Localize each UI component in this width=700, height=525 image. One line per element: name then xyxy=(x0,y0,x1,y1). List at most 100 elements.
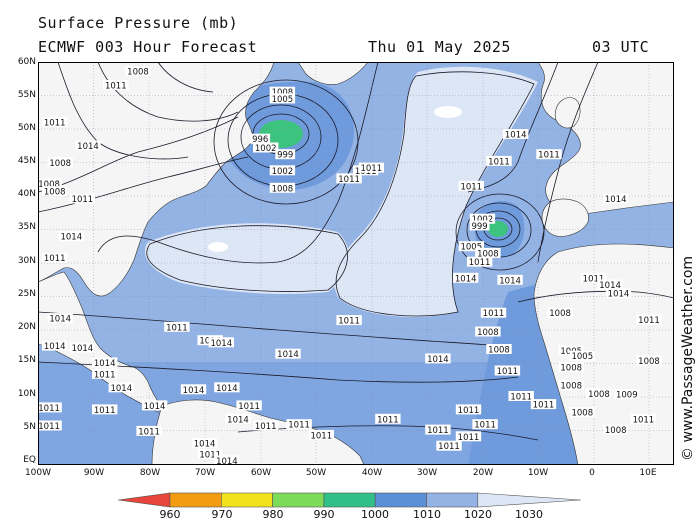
pressure-label: 1008 xyxy=(127,67,149,77)
pressure-label-box xyxy=(336,315,362,326)
land-africa xyxy=(533,243,674,465)
isobar xyxy=(38,116,239,193)
pressure-label-box xyxy=(103,80,129,90)
isobar xyxy=(157,62,214,93)
land-greenland xyxy=(297,62,369,85)
forecast-time: 03 UTC xyxy=(592,38,650,56)
pressure-label: 1014 xyxy=(94,359,116,369)
land-north-america xyxy=(38,62,275,297)
pressure-label-box xyxy=(636,314,662,325)
pressure-label: 1011 xyxy=(483,309,505,319)
pressure-label-box xyxy=(558,380,584,391)
pressure-label-box xyxy=(436,440,462,451)
pressure-label-box xyxy=(250,133,271,144)
lat-label: 5N xyxy=(23,422,36,432)
pressure-label-box xyxy=(569,350,595,361)
pressure-label-box xyxy=(469,213,496,224)
pressure-label-box xyxy=(58,231,84,242)
pressure-label: 1014 xyxy=(183,386,205,396)
pressure-label: 1011 xyxy=(460,182,482,192)
map-canvas: 1008101110111014100810081008101110141011… xyxy=(38,62,674,465)
pressure-label-box xyxy=(42,116,68,127)
pressure-label-box xyxy=(197,448,223,459)
pressure-label: 999 xyxy=(471,222,487,232)
pressure-label-box xyxy=(453,272,479,283)
pressure-label-box xyxy=(92,404,118,415)
colorbar-label: 960 xyxy=(159,508,181,521)
pressure-label-box xyxy=(530,399,557,410)
pressure-label: 1014 xyxy=(77,142,99,152)
lon-label: 80W xyxy=(139,468,161,478)
lon-label: 20W xyxy=(472,468,494,478)
pressure-label: 1008 xyxy=(44,188,66,198)
pressure-label: 1011 xyxy=(44,254,66,264)
pressure-label-box xyxy=(486,155,512,166)
pressure-label-box xyxy=(458,180,484,191)
pressure-label-box xyxy=(469,220,490,231)
pressure-label: 1014 xyxy=(605,195,627,205)
pressure-label: 1011 xyxy=(458,433,480,443)
lat-label: 35N xyxy=(17,222,36,232)
pressure-label: 1011 xyxy=(638,316,660,326)
pressure-labels: 1008101110111014100810081008101110141011… xyxy=(38,65,662,465)
lon-label: 60W xyxy=(250,468,272,478)
pressure-label: 1008 xyxy=(549,309,571,319)
pressure-label: 1014 xyxy=(144,402,166,412)
pressure-label: 1011 xyxy=(497,367,519,377)
pressure-label: 1008 xyxy=(272,88,294,98)
pressure-label: 1014 xyxy=(608,290,630,300)
pressure-label-box xyxy=(191,438,218,448)
pressure-label: 996 xyxy=(252,135,268,145)
pressure-label: 1008 xyxy=(488,346,510,356)
pressure-label: 1011 xyxy=(533,401,555,411)
lon-label: 10E xyxy=(639,468,657,478)
model-label: ECMWF 003 Hour Forecast xyxy=(38,38,258,56)
pressure-label: 1002 xyxy=(255,144,277,154)
pressure-label-box xyxy=(536,149,562,160)
pressure-label-box xyxy=(580,272,607,283)
pressure-label-box xyxy=(494,365,521,376)
pressure-label-box xyxy=(475,247,501,258)
pressure-label-box xyxy=(275,149,296,160)
pressure-label-box xyxy=(92,357,118,368)
pressure-map[interactable]: 1008 1011 1011 1014 1008 1008 1008 1011 1014 1011… xyxy=(38,62,674,465)
pressure-label: 1014 xyxy=(210,339,232,349)
pressure-label-box xyxy=(508,391,534,401)
pressure-label: 1008 xyxy=(477,328,499,338)
pressure-label: 1002 xyxy=(272,167,294,177)
high-pressure-center xyxy=(434,106,462,118)
pressure-label: 1011 xyxy=(377,415,399,425)
pressure-field-1020 xyxy=(334,66,538,317)
lat-label: 60N xyxy=(17,57,36,67)
watermark-text: © www.PassageWeather.com xyxy=(680,256,696,461)
pressure-label-box xyxy=(275,348,301,359)
pressure-label-box xyxy=(208,337,234,348)
isobar xyxy=(97,62,379,264)
pressure-label: 1011 xyxy=(633,415,655,425)
pressure-label-box xyxy=(603,424,629,435)
colorbar-label: 1000 xyxy=(361,508,389,521)
pressure-label-box xyxy=(269,93,296,104)
pressure-label-box xyxy=(92,368,118,379)
lat-label: EQ xyxy=(23,455,36,465)
pressure-label: 1011 xyxy=(510,393,532,403)
pressure-label-box xyxy=(455,404,482,415)
pressure-label-box xyxy=(358,162,384,173)
pressure-label: 1011 xyxy=(44,118,66,128)
pressure-label-box xyxy=(38,420,62,431)
lat-label: 20N xyxy=(17,322,36,332)
pressure-label: 1011 xyxy=(310,431,332,441)
pressure-label: 1014 xyxy=(277,350,299,360)
pressure-label-box xyxy=(269,182,296,193)
lon-label: 40W xyxy=(361,468,383,478)
pressure-label: 1008 xyxy=(38,180,60,190)
pressure-label: 1014 xyxy=(49,315,71,325)
pressure-label-box xyxy=(253,420,279,431)
pressure-label-box xyxy=(69,193,96,204)
pressure-label: 1008 xyxy=(477,249,499,259)
pressure-label: 1014 xyxy=(455,274,477,284)
colorbar-label: 1010 xyxy=(413,508,441,521)
pressure-label-box xyxy=(558,362,584,373)
pressure-label: 1008 xyxy=(560,364,582,374)
pressure-label-box xyxy=(69,342,96,353)
